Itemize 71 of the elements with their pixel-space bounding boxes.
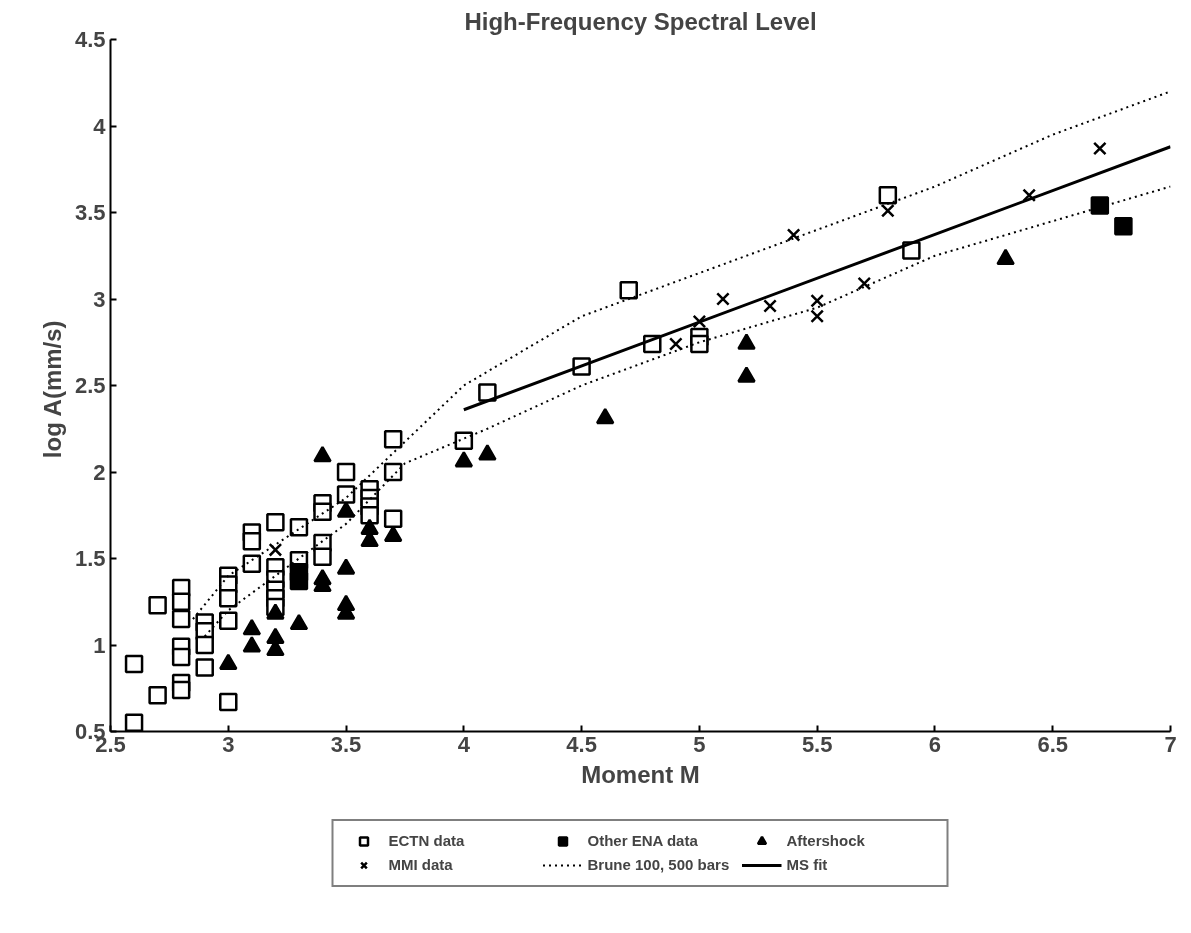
legend-label: ECTN data bbox=[388, 832, 466, 849]
point bbox=[124, 713, 144, 732]
point bbox=[619, 281, 638, 300]
point bbox=[1092, 141, 1107, 156]
y-tick-label: 2.5 bbox=[74, 373, 106, 398]
point bbox=[124, 654, 144, 674]
chart-title: High-Frequency Spectral Level bbox=[464, 7, 817, 35]
point bbox=[313, 502, 332, 522]
y-tick-label: 3 bbox=[93, 286, 106, 312]
x-tick-label: 6.5 bbox=[1037, 731, 1069, 757]
y-tick-label: 3.5 bbox=[74, 200, 106, 225]
point bbox=[880, 203, 895, 218]
point bbox=[360, 506, 379, 525]
point bbox=[171, 609, 191, 629]
point bbox=[454, 431, 474, 451]
point bbox=[219, 692, 238, 712]
point bbox=[268, 542, 283, 557]
y-tick-label: 4 bbox=[93, 113, 107, 139]
y-tick-label: 2 bbox=[93, 459, 106, 485]
point bbox=[857, 276, 872, 291]
x-tick-label: 4 bbox=[457, 731, 471, 757]
x-tick-label: 3.5 bbox=[330, 731, 362, 757]
point bbox=[810, 309, 825, 324]
point bbox=[219, 589, 238, 608]
y-axis-title: log A(mm/s) bbox=[38, 320, 66, 459]
point bbox=[383, 429, 403, 449]
point bbox=[336, 462, 356, 482]
x-tick-label: 5.5 bbox=[801, 731, 833, 757]
point bbox=[1022, 188, 1037, 203]
point bbox=[692, 314, 707, 329]
legend-label: Aftershock bbox=[786, 832, 866, 849]
point bbox=[1114, 217, 1133, 236]
x-tick-label: 3 bbox=[222, 731, 235, 757]
x-tick-label: 5 bbox=[693, 731, 706, 757]
point bbox=[219, 611, 238, 631]
point bbox=[242, 554, 262, 573]
x-tick-label: 7 bbox=[1164, 731, 1177, 757]
y-tick-label: 1.5 bbox=[74, 546, 106, 571]
x-tick-label: 4.5 bbox=[566, 731, 597, 757]
x-axis-title: Moment M bbox=[581, 760, 700, 788]
point bbox=[266, 512, 285, 532]
point bbox=[242, 531, 262, 551]
x-tick-label: 6 bbox=[928, 731, 942, 757]
point bbox=[383, 462, 403, 482]
y-tick-label: 1 bbox=[93, 632, 106, 658]
point bbox=[336, 485, 356, 504]
point bbox=[668, 337, 683, 351]
point bbox=[195, 658, 214, 677]
point bbox=[313, 547, 332, 567]
point bbox=[383, 509, 403, 528]
point bbox=[786, 228, 801, 242]
legend-label: MS fit bbox=[786, 856, 829, 873]
point bbox=[810, 293, 825, 308]
y-tick-label: 4.5 bbox=[74, 27, 106, 52]
legend-label: MMI data bbox=[388, 856, 454, 873]
point bbox=[763, 299, 777, 313]
legend-label: Other ENA data bbox=[587, 832, 699, 849]
point bbox=[148, 685, 167, 705]
point bbox=[289, 571, 309, 591]
point bbox=[1090, 196, 1110, 215]
point bbox=[171, 680, 191, 700]
legend-label: Brune 100, 500 bars bbox=[587, 856, 731, 873]
point bbox=[716, 292, 730, 306]
point bbox=[148, 595, 167, 615]
point bbox=[478, 383, 497, 402]
point bbox=[171, 647, 191, 667]
point bbox=[171, 592, 191, 611]
point bbox=[878, 185, 898, 205]
point bbox=[195, 635, 214, 655]
point bbox=[289, 518, 309, 537]
point bbox=[690, 334, 709, 354]
